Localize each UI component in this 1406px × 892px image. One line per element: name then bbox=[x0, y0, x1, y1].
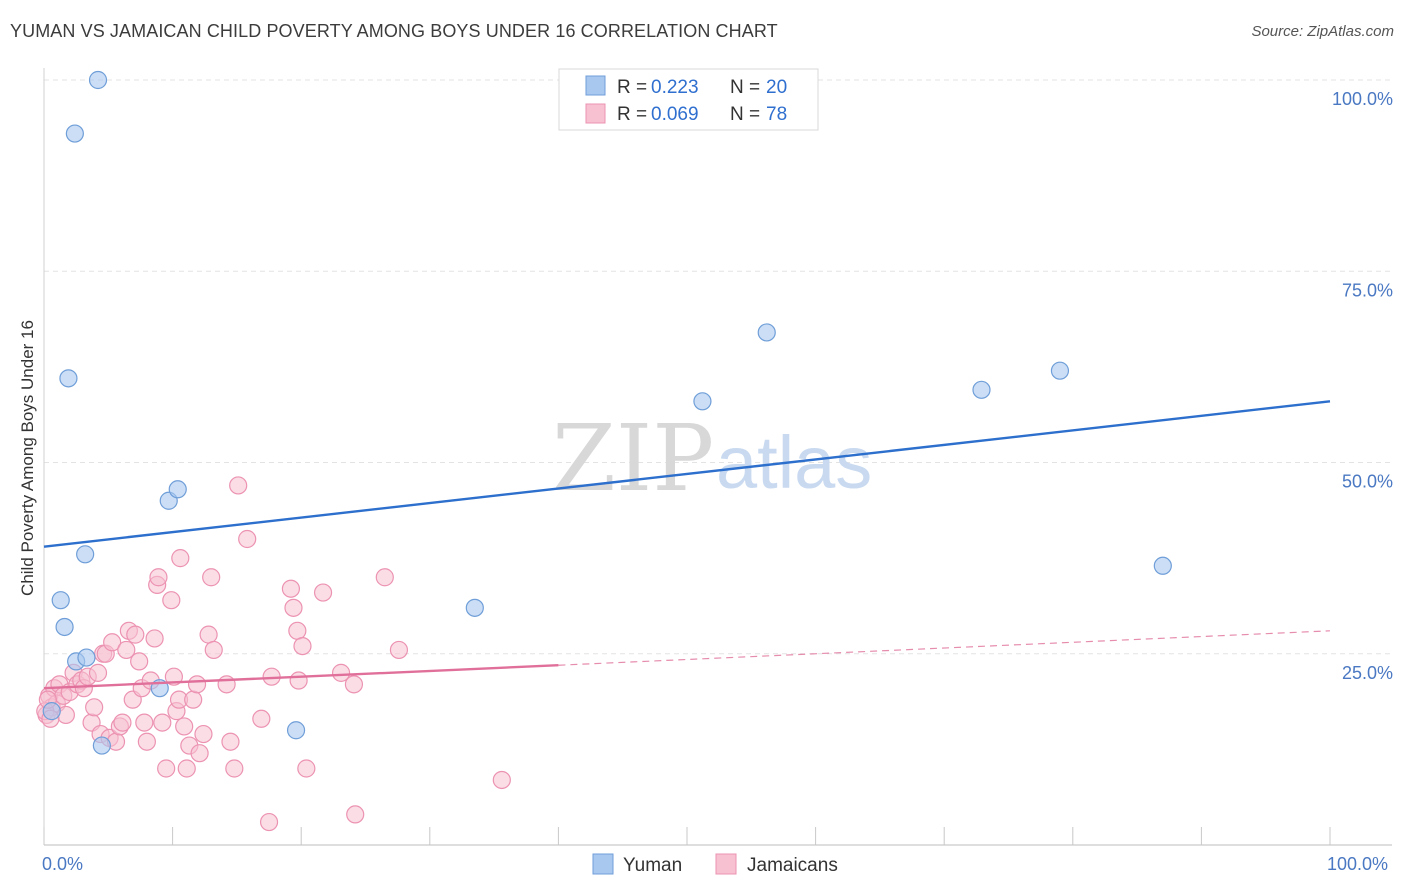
jamaicans-point-71 bbox=[346, 805, 365, 824]
jamaicans-point-51 bbox=[199, 625, 218, 644]
y-tick-label-1: 50.0% bbox=[1342, 472, 1393, 492]
jamaicans-point-38 bbox=[157, 759, 176, 778]
jamaicans-point-66 bbox=[293, 636, 312, 656]
jamaicans-point-73 bbox=[389, 640, 409, 660]
yuman-point-2 bbox=[59, 369, 78, 388]
yuman-point-7 bbox=[77, 648, 96, 667]
jamaicans-point-34 bbox=[145, 629, 164, 648]
jamaicans-point-28 bbox=[126, 625, 145, 644]
yuman-point-18 bbox=[1050, 361, 1070, 380]
jamaicans-point-59 bbox=[252, 709, 271, 728]
source-credit: Source: ZipAtlas.com bbox=[1251, 23, 1394, 40]
grid-lines bbox=[44, 79, 1392, 655]
yuman-point-4 bbox=[51, 591, 70, 610]
jamaicans-point-53 bbox=[204, 640, 223, 660]
jamaicans-point-68 bbox=[313, 583, 333, 602]
jamaicans-point-55 bbox=[221, 732, 240, 751]
yuman-point-19 bbox=[1153, 556, 1172, 575]
y-tick-label-0: 25.0% bbox=[1342, 663, 1393, 683]
jamaicans-trend-line-extension bbox=[558, 630, 1331, 666]
jamaicans-point-21 bbox=[103, 633, 122, 652]
jamaicans-trend-line bbox=[43, 664, 559, 690]
yuman-point-14 bbox=[465, 598, 484, 617]
jamaicans-point-57 bbox=[229, 476, 248, 495]
yuman-points bbox=[42, 70, 1172, 755]
legend-n-value-jamaicans: 78 bbox=[766, 104, 787, 125]
jamaicans-point-25 bbox=[117, 640, 136, 660]
yuman-trend-line bbox=[43, 400, 1331, 548]
legend-n-label-yuman: N = bbox=[730, 77, 760, 98]
jamaicans-point-49 bbox=[190, 744, 209, 763]
yuman-point-10 bbox=[168, 480, 187, 499]
jamaicans-point-65 bbox=[289, 671, 308, 690]
y-tick-label-2: 75.0% bbox=[1342, 280, 1393, 300]
jamaicans-point-72 bbox=[375, 568, 394, 587]
jamaicans-point-31 bbox=[135, 713, 154, 732]
jamaicans-point-37 bbox=[153, 713, 172, 732]
x-tick-label-max: 100.0% bbox=[1327, 854, 1388, 874]
jamaicans-point-63 bbox=[284, 598, 303, 617]
x-tick-label-min: 0.0% bbox=[42, 854, 83, 874]
bottom-legend: Yuman Jamaicans bbox=[592, 853, 838, 876]
jamaicans-point-36 bbox=[149, 568, 168, 587]
legend-swatch-jamaicans bbox=[585, 103, 606, 124]
legend-n-label-jamaicans: N = bbox=[730, 104, 760, 125]
jamaicans-point-16 bbox=[88, 663, 108, 682]
jamaicans-point-62 bbox=[281, 579, 301, 598]
bottom-legend-yuman: Yuman bbox=[623, 855, 682, 876]
yuman-point-13 bbox=[286, 721, 306, 740]
y-tick-labels: 25.0% 50.0% 75.0% 100.0% bbox=[1332, 89, 1393, 683]
bottom-legend-jamaicans: Jamaicans bbox=[747, 855, 838, 876]
jamaicans-point-45 bbox=[177, 759, 196, 778]
jamaicans-point-48 bbox=[187, 675, 207, 694]
jamaicans-point-50 bbox=[194, 724, 213, 744]
legend-box: R = 0.223 N = 20 R = 0.069 N = 78 bbox=[558, 68, 819, 131]
legend-r-value-yuman: 0.223 bbox=[651, 77, 699, 98]
bottom-legend-swatch-jamaicans bbox=[715, 853, 737, 875]
yuman-point-6 bbox=[76, 545, 95, 564]
watermark: ZIP atlas bbox=[552, 405, 872, 512]
legend-r-value-jamaicans: 0.069 bbox=[651, 104, 699, 125]
yuman-point-5 bbox=[55, 617, 74, 637]
jamaicans-point-60 bbox=[259, 812, 279, 832]
jamaicans-point-70 bbox=[344, 675, 364, 694]
chart-title: YUMAN VS JAMAICAN CHILD POVERTY AMONG BO… bbox=[10, 21, 778, 41]
legend-r-label-yuman: R = bbox=[617, 77, 647, 98]
watermark-zip: ZIP bbox=[552, 405, 714, 512]
legend-r-label-jamaicans: R = bbox=[617, 104, 647, 125]
legend-swatch-yuman bbox=[585, 75, 606, 96]
yuman-point-0 bbox=[88, 70, 108, 90]
jamaicans-point-15 bbox=[85, 698, 104, 717]
jamaicans-point-52 bbox=[202, 568, 221, 587]
jamaicans-point-43 bbox=[171, 549, 190, 568]
jamaicans-point-40 bbox=[164, 667, 183, 686]
yuman-point-15 bbox=[693, 392, 712, 411]
jamaicans-point-32 bbox=[137, 732, 156, 751]
jamaicans-point-39 bbox=[162, 591, 181, 610]
jamaicans-point-47 bbox=[184, 690, 203, 709]
legend-n-value-yuman: 20 bbox=[766, 77, 787, 98]
jamaicans-point-58 bbox=[238, 529, 257, 549]
trend-lines bbox=[43, 400, 1331, 690]
jamaicans-point-74 bbox=[492, 770, 511, 790]
yuman-point-8 bbox=[92, 736, 111, 755]
jamaicans-point-69 bbox=[331, 663, 351, 682]
jamaicans-point-56 bbox=[225, 759, 244, 778]
jamaicans-point-24 bbox=[113, 713, 132, 732]
yuman-point-1 bbox=[65, 124, 84, 143]
jamaicans-point-67 bbox=[297, 759, 316, 778]
jamaicans-point-44 bbox=[175, 717, 194, 736]
bottom-legend-swatch-yuman bbox=[592, 853, 614, 875]
jamaicans-point-29 bbox=[130, 652, 149, 671]
yuman-point-16 bbox=[757, 323, 776, 342]
jamaicans-point-64 bbox=[288, 621, 307, 640]
jamaicans-point-54 bbox=[217, 675, 236, 694]
y-tick-label-3: 100.0% bbox=[1332, 89, 1393, 109]
yuman-point-12 bbox=[42, 702, 61, 721]
x-tick-labels: 0.0% 100.0% bbox=[42, 854, 1388, 874]
yuman-point-17 bbox=[972, 380, 991, 399]
